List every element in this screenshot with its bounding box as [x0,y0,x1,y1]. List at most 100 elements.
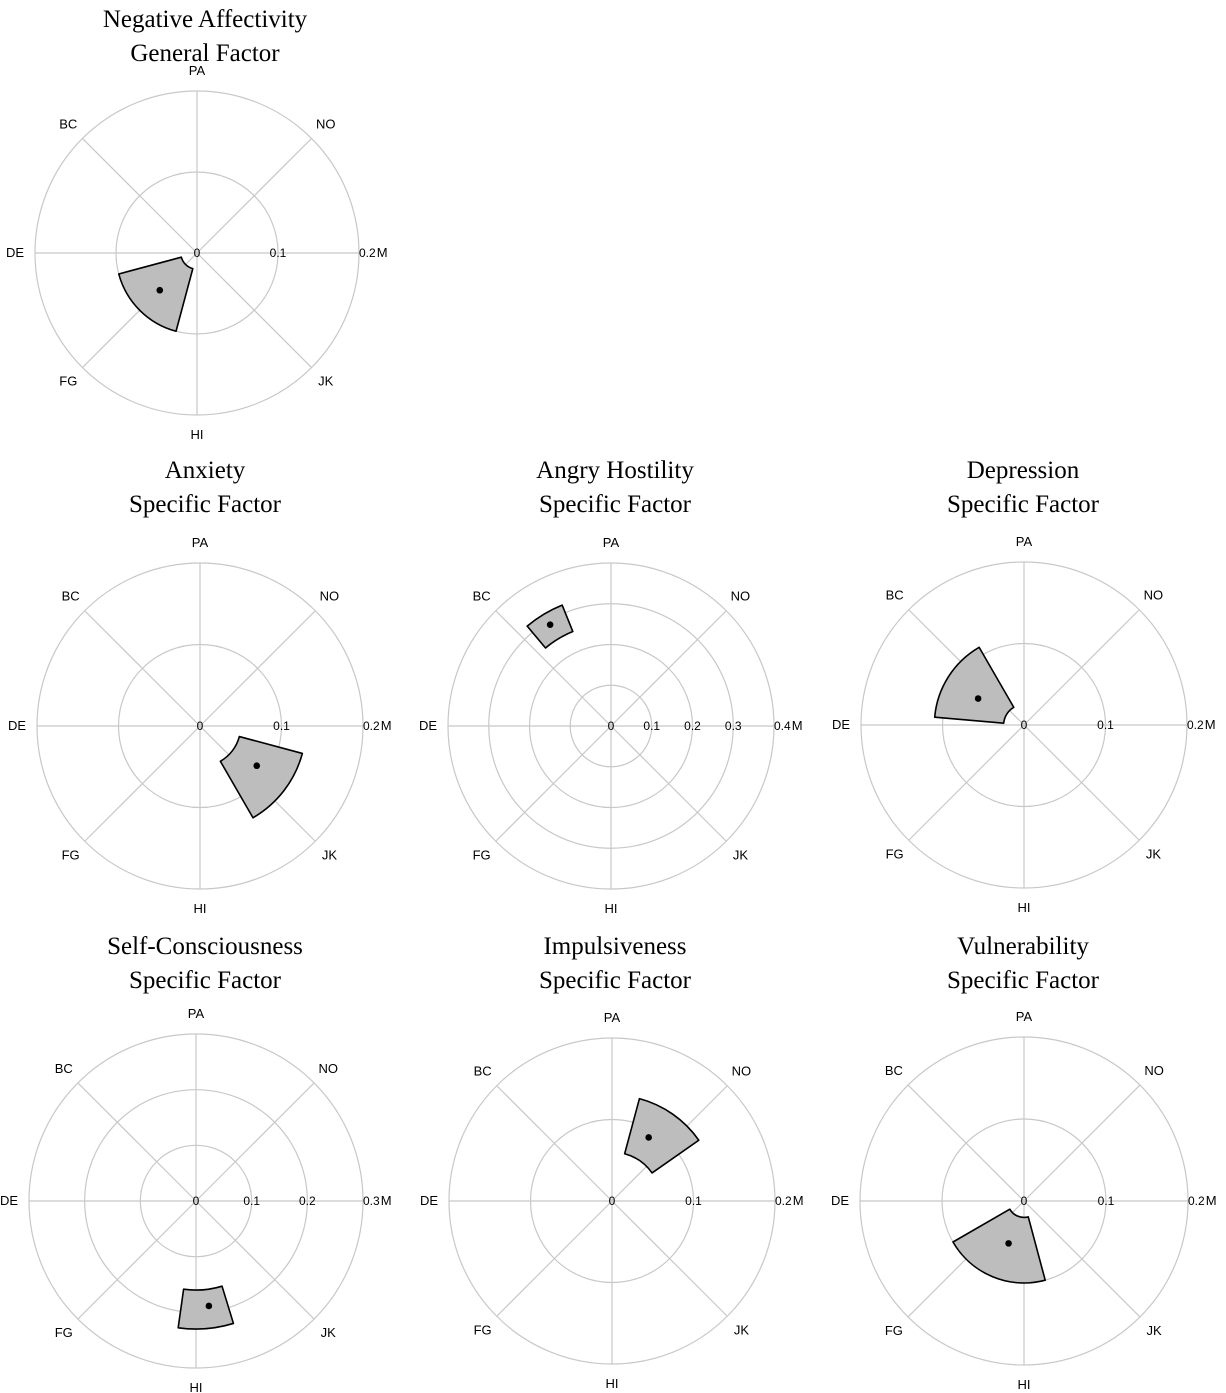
direction-label-jk: JK [733,847,749,862]
direction-label-hi: HI [194,901,207,916]
tick-label-0.3: 0.3 [725,719,742,733]
direction-label-m: M [381,718,392,733]
direction-label-m: M [793,1193,804,1208]
direction-label-m: M [792,718,803,733]
polar-chart: PA NO JK HI FG DE BC 0 0.1 0.2 M [420,1010,804,1391]
title-line-2: Specific Factor [538,967,692,994]
direction-label-jk: JK [318,374,334,389]
direction-label-hi: HI [1018,900,1031,915]
title-line-2: Specific Factor [946,491,1100,518]
title-line-1: Anxiety [164,457,246,484]
tick-label-0.2: 0.2 [1187,718,1204,732]
tick-label-0.1: 0.1 [243,1194,260,1208]
tick-label-0.2: 0.2 [684,719,701,733]
direction-label-de: DE [832,717,850,732]
spoke-no [195,1082,315,1202]
title-line-2: Specific Factor [128,967,282,994]
confidence-sector [117,256,194,333]
tick-label-0: 0 [608,719,615,733]
polar-chart: PA NO JK HI FG DE BC 0 0.1 0.2 M [832,534,1216,915]
spoke-jk [195,1200,315,1320]
tick-label-0: 0 [194,246,201,260]
tick-label-0.2: 0.2 [775,1194,792,1208]
title-line-1: Depression [966,457,1080,484]
polar-chart: PA NO JK HI FG DE BC 0 0.1 0.2 M [831,1009,1217,1392]
title-line-1: Impulsiveness [543,933,687,960]
direction-label-jk: JK [1146,846,1162,861]
direction-label-m: M [1206,1193,1217,1208]
direction-label-de: DE [419,718,437,733]
direction-label-pa: PA [1016,534,1033,549]
estimate-point [253,762,261,770]
direction-label-hi: HI [190,1380,203,1393]
tick-label-0.2: 0.2 [1188,1194,1205,1208]
direction-label-no: NO [732,1064,752,1079]
direction-label-bc: BC [885,1063,903,1078]
direction-label-bc: BC [886,588,904,603]
panel-title: Impulsiveness Specific Factor [410,930,820,998]
polar-chart: PA NO JK HI FG DE BC 0 0.1 0.2 0.3 0.4 M [419,535,803,916]
spoke-jk [611,1200,728,1317]
spoke-fg [77,1200,197,1320]
title-line-2: Specific Factor [946,967,1100,994]
direction-label-fg: FG [885,1323,903,1338]
confidence-sector [952,1208,1047,1284]
direction-label-pa: PA [603,535,620,550]
estimate-point [156,286,164,294]
panel-title: Vulnerability Specific Factor [820,930,1226,998]
direction-label-fg: FG [55,1325,73,1340]
direction-label-hi: HI [606,1376,619,1391]
direction-label-bc: BC [473,589,491,604]
direction-label-no: NO [1144,588,1164,603]
direction-label-bc: BC [55,1061,73,1076]
panel-self-consciousness: Self-Consciousness Specific Factor PA NO J… [0,920,410,1393]
panel-angry-hostility: Angry Hostility Specific Factor PA NO JK HI… [410,450,820,920]
confidence-sector [933,646,1015,725]
estimate-point [546,621,554,629]
spoke-bc [907,1084,1025,1202]
tick-label-0: 0 [197,719,204,733]
tick-label-0: 0 [1021,1194,1028,1208]
direction-label-fg: FG [62,847,80,862]
title-line-1: Vulnerability [957,933,1089,960]
estimate-point [645,1134,652,1141]
tick-label-0.1: 0.1 [270,246,287,260]
tick-label-0: 0 [193,1194,200,1208]
direction-label-pa: PA [604,1010,621,1025]
confidence-sector [177,1285,235,1330]
spoke-no [610,610,727,727]
direction-label-de: DE [831,1193,849,1208]
spoke-jk [1023,1200,1141,1318]
direction-label-bc: BC [474,1064,492,1079]
panel-impulsiveness: Impulsiveness Specific Factor PA NO JK HI FG… [410,920,820,1393]
tick-label-0.1: 0.1 [273,719,290,733]
direction-label-no: NO [1144,1063,1164,1078]
panel-title: Angry Hostility Specific Factor [410,454,820,522]
spoke-bc [82,138,198,254]
tick-label-0.2: 0.2 [363,719,380,733]
panel-title: Anxiety Specific Factor [0,454,410,522]
direction-label-no: NO [320,589,340,604]
tick-label-0.1: 0.1 [685,1194,702,1208]
spoke-no [1023,1084,1141,1202]
panel-title: Depression Specific Factor [820,454,1226,522]
tick-label-0.1: 0.1 [1098,1194,1115,1208]
confidence-sector [623,1097,700,1174]
title-line-1: Negative Affectivity [102,6,308,33]
tick-label-0.2: 0.2 [359,246,376,260]
panel-title: Negative Affectivity General Factor [0,3,410,71]
spoke-bc [77,1082,197,1202]
tick-label-0: 0 [609,1194,616,1208]
direction-label-pa: PA [188,1006,205,1021]
spoke-fg [496,1200,613,1317]
direction-label-pa: PA [1016,1009,1033,1024]
panel-title: Self-Consciousness Specific Factor [0,930,410,998]
direction-label-m: M [377,245,388,260]
spoke-no [196,138,312,254]
spoke-no [199,610,316,727]
spoke-fg [908,724,1025,841]
direction-label-m: M [1205,717,1216,732]
direction-label-m: M [381,1193,392,1208]
spoke-jk [1023,724,1140,841]
direction-label-pa: PA [192,535,209,550]
